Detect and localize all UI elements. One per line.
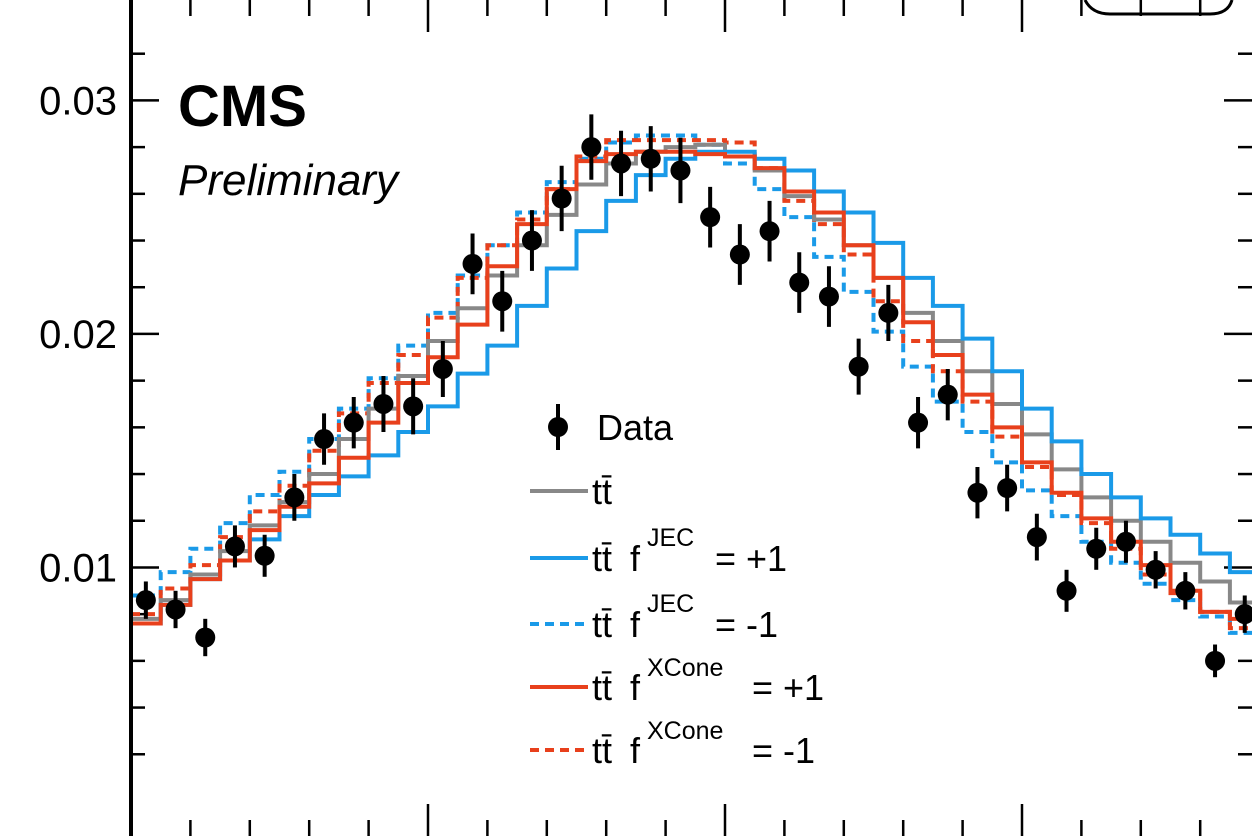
data-point xyxy=(1205,650,1226,671)
data-point xyxy=(254,545,275,566)
legend-xcone-minus-ttbar: tt̄ xyxy=(592,730,612,771)
legend-jec-plus-sup: JEC xyxy=(647,524,694,552)
data-point xyxy=(1056,580,1077,601)
legend-entry-ttbar: tt̄ xyxy=(530,471,612,512)
data-point xyxy=(1145,559,1166,580)
data-point xyxy=(729,244,750,265)
legend-data-text: Data xyxy=(597,407,674,448)
data-point xyxy=(997,478,1018,499)
hist-ttbar-xcone-plus xyxy=(131,149,1252,626)
hist-ttbar-nominal xyxy=(131,142,1252,621)
plot-frame xyxy=(129,0,133,836)
data-point xyxy=(670,160,691,181)
legend-jec-plus-ttbar: tt̄ xyxy=(592,538,612,579)
data-point xyxy=(1115,531,1136,552)
data-point xyxy=(551,188,572,209)
data-point xyxy=(403,396,424,417)
data-point xyxy=(492,291,513,312)
data-point xyxy=(967,482,988,503)
data-point xyxy=(908,412,929,433)
legend-jec-minus-value: = -1 xyxy=(715,604,778,645)
data-point xyxy=(818,286,839,307)
data-point xyxy=(759,221,780,242)
data-point xyxy=(432,358,453,379)
legend-entry-jec-plus: tt̄ f JEC = +1 xyxy=(530,524,787,579)
legend-xcone-plus-sup: XCone xyxy=(647,654,723,682)
data-point xyxy=(789,272,810,293)
legend-xcone-minus-sup: XCone xyxy=(647,717,723,745)
legend: Data tt̄ tt̄ f JEC = +1 tt̄ f JEC = -1 t… xyxy=(530,404,824,771)
legend-xcone-plus-f: f xyxy=(630,667,641,708)
data-point xyxy=(581,137,602,158)
legend-entry-data: Data xyxy=(548,404,674,450)
data-point xyxy=(284,487,305,508)
data-point xyxy=(195,627,216,648)
hist-ttbar-jec-minus xyxy=(131,133,1252,635)
data-point xyxy=(848,356,869,377)
hist-ttbar-xcone-minus xyxy=(131,138,1252,631)
data-point xyxy=(1234,604,1252,625)
legend-entry-jec-minus: tt̄ f JEC = -1 xyxy=(530,590,778,645)
legend-jec-minus-ttbar: tt̄ xyxy=(592,604,612,645)
data-point xyxy=(1026,527,1047,548)
axis-ticks xyxy=(131,0,1252,836)
data-point xyxy=(878,302,899,323)
y-tick-label: 0.03 xyxy=(39,79,117,123)
y-tick-label: 0.02 xyxy=(39,313,117,357)
legend-xcone-minus-value: = -1 xyxy=(752,730,815,771)
legend-xcone-plus-value: = +1 xyxy=(752,667,824,708)
data-point xyxy=(135,590,156,611)
legend-jec-minus-sup: JEC xyxy=(647,590,694,618)
legend-jec-plus-f: f xyxy=(630,538,641,579)
data-point xyxy=(700,207,721,228)
legend-ttbar-text: tt̄ xyxy=(592,471,612,512)
legend-xcone-minus-f: f xyxy=(630,730,641,771)
legend-data-marker xyxy=(548,417,568,437)
data-point xyxy=(937,384,958,405)
data-points xyxy=(135,114,1252,678)
status-label: Preliminary xyxy=(178,156,401,205)
data-point xyxy=(1086,538,1107,559)
experiment-label: CMS xyxy=(178,74,307,139)
legend-entry-xcone-minus: tt̄ f XCone = -1 xyxy=(530,717,815,771)
data-point xyxy=(224,536,245,557)
data-point xyxy=(462,253,483,274)
legend-entry-xcone-plus: tt̄ f XCone = +1 xyxy=(530,654,824,708)
hist-ttbar-jec-plus xyxy=(131,149,1252,626)
data-point xyxy=(640,148,661,169)
y-tick-label: 0.01 xyxy=(39,546,117,590)
data-point xyxy=(373,393,394,414)
data-point xyxy=(165,599,186,620)
data-point xyxy=(611,153,632,174)
legend-xcone-plus-ttbar: tt̄ xyxy=(592,667,612,708)
legend-jec-minus-f: f xyxy=(630,604,641,645)
data-point xyxy=(314,429,335,450)
data-point xyxy=(343,412,364,433)
data-point xyxy=(1175,580,1196,601)
top-right-box-corner xyxy=(1083,0,1234,16)
y-tick-labels: 0.01 0.02 0.03 xyxy=(39,79,117,590)
data-point xyxy=(521,230,542,251)
histogram-series xyxy=(131,133,1252,635)
legend-jec-plus-value: = +1 xyxy=(715,538,787,579)
